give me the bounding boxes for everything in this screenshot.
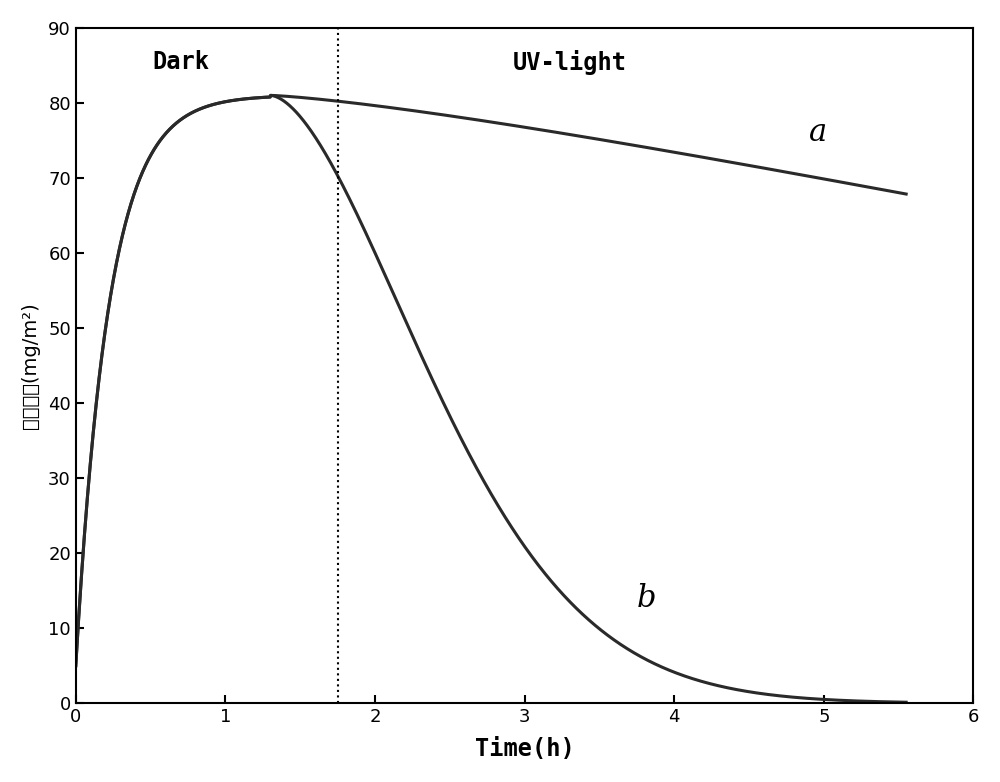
Text: a: a bbox=[809, 117, 827, 149]
X-axis label: Time(h): Time(h) bbox=[475, 737, 575, 761]
Text: Dark: Dark bbox=[152, 50, 209, 74]
Text: UV-light: UV-light bbox=[513, 50, 627, 75]
Y-axis label: 甲醉浓度(mg/m²): 甲醉浓度(mg/m²) bbox=[21, 302, 40, 429]
Text: b: b bbox=[637, 583, 656, 614]
